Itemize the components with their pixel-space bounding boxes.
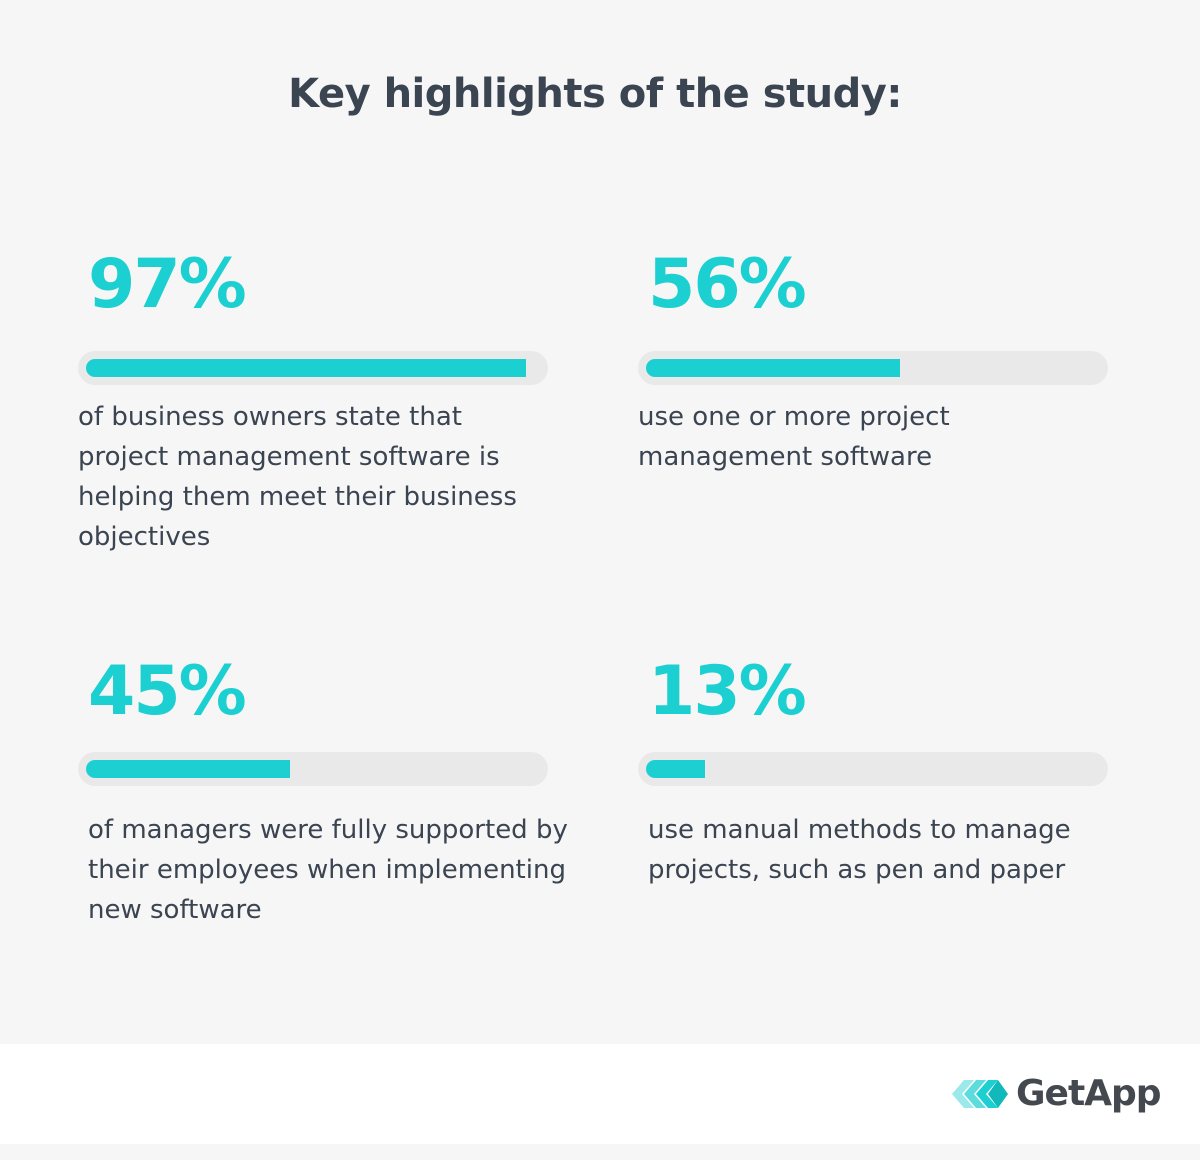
progress-track <box>78 351 548 385</box>
stat-percentage: 13% <box>648 652 807 731</box>
stat-description: use one or more project management softw… <box>638 402 950 472</box>
progress-fill <box>86 760 290 778</box>
logo-text: GetApp <box>1016 1073 1162 1114</box>
page-title: Key highlights of the study: <box>288 71 902 117</box>
progress-track <box>78 752 548 786</box>
stat-percentage: 97% <box>88 245 247 324</box>
stat-percentage: 45% <box>88 652 247 731</box>
stat-percentage: 56% <box>648 245 807 324</box>
progress-fill <box>646 760 705 778</box>
getapp-chevrons-icon <box>952 1077 1010 1111</box>
progress-track <box>638 752 1108 786</box>
getapp-logo: GetApp <box>952 1073 1162 1114</box>
progress-fill <box>86 359 526 377</box>
stat-description: of managers were fully supported by thei… <box>88 815 568 925</box>
bottom-strip <box>0 1144 1200 1160</box>
stat-description: use manual methods to manage projects, s… <box>648 815 1071 885</box>
footer: GetApp <box>0 1044 1200 1144</box>
progress-track <box>638 351 1108 385</box>
stat-description: of business owners state that project ma… <box>78 402 517 552</box>
progress-fill <box>646 359 900 377</box>
